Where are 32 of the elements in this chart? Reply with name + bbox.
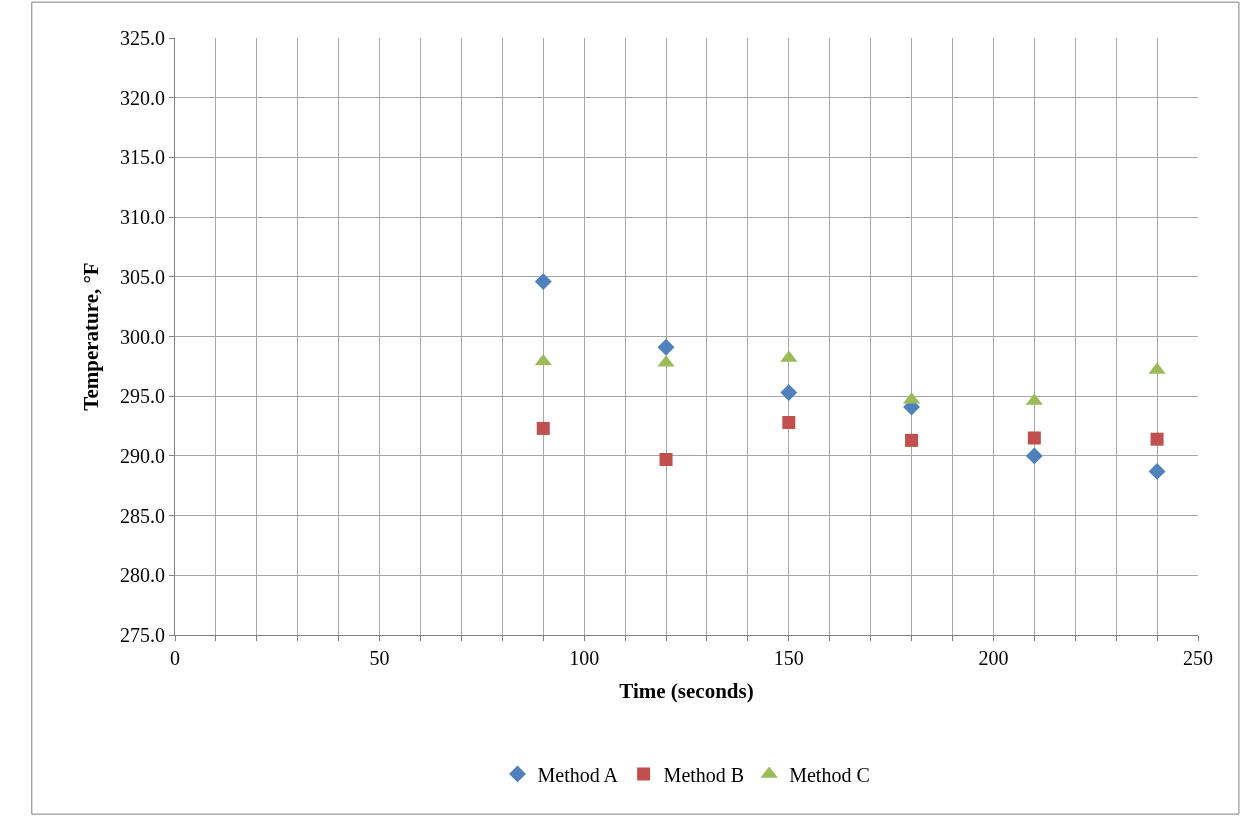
y-tick-label: 315.0 — [120, 146, 165, 169]
x-tick-label: 0 — [170, 647, 180, 669]
y-tick-label: 320.0 — [120, 86, 165, 109]
point — [659, 452, 673, 466]
y-tick-label: 325.0 — [120, 27, 165, 49]
legend-label: Method B — [663, 763, 745, 786]
point — [1027, 431, 1041, 445]
x-tick-label: 100 — [569, 647, 600, 669]
point — [1148, 462, 1166, 480]
point — [536, 421, 550, 435]
y-tick-label: 305.0 — [120, 265, 165, 288]
y-tick-label: 275.0 — [120, 624, 165, 646]
x-tick-label: 50 — [369, 647, 390, 669]
legend-label: Method A — [537, 763, 619, 786]
point — [657, 338, 675, 356]
y-tick-label: 310.0 — [120, 206, 165, 229]
point — [782, 415, 796, 429]
y-tick-label: 295.0 — [120, 385, 165, 408]
x-axis-title: Time (seconds) — [619, 679, 754, 704]
y-tick-label: 300.0 — [120, 325, 165, 348]
point — [1150, 432, 1164, 446]
y-tick-label: 290.0 — [120, 444, 165, 467]
point — [905, 433, 919, 447]
point — [780, 384, 798, 402]
x-tick-label: 250 — [1183, 647, 1213, 669]
legend-label: Method C — [789, 763, 870, 786]
point — [1025, 447, 1043, 465]
y-tick-label: 285.0 — [120, 504, 165, 527]
x-tick-label: 150 — [773, 647, 804, 669]
y-tick-label: 280.0 — [120, 564, 165, 587]
y-axis-title: Temperature, °F — [79, 262, 104, 411]
x-tick-label: 200 — [978, 647, 1009, 669]
